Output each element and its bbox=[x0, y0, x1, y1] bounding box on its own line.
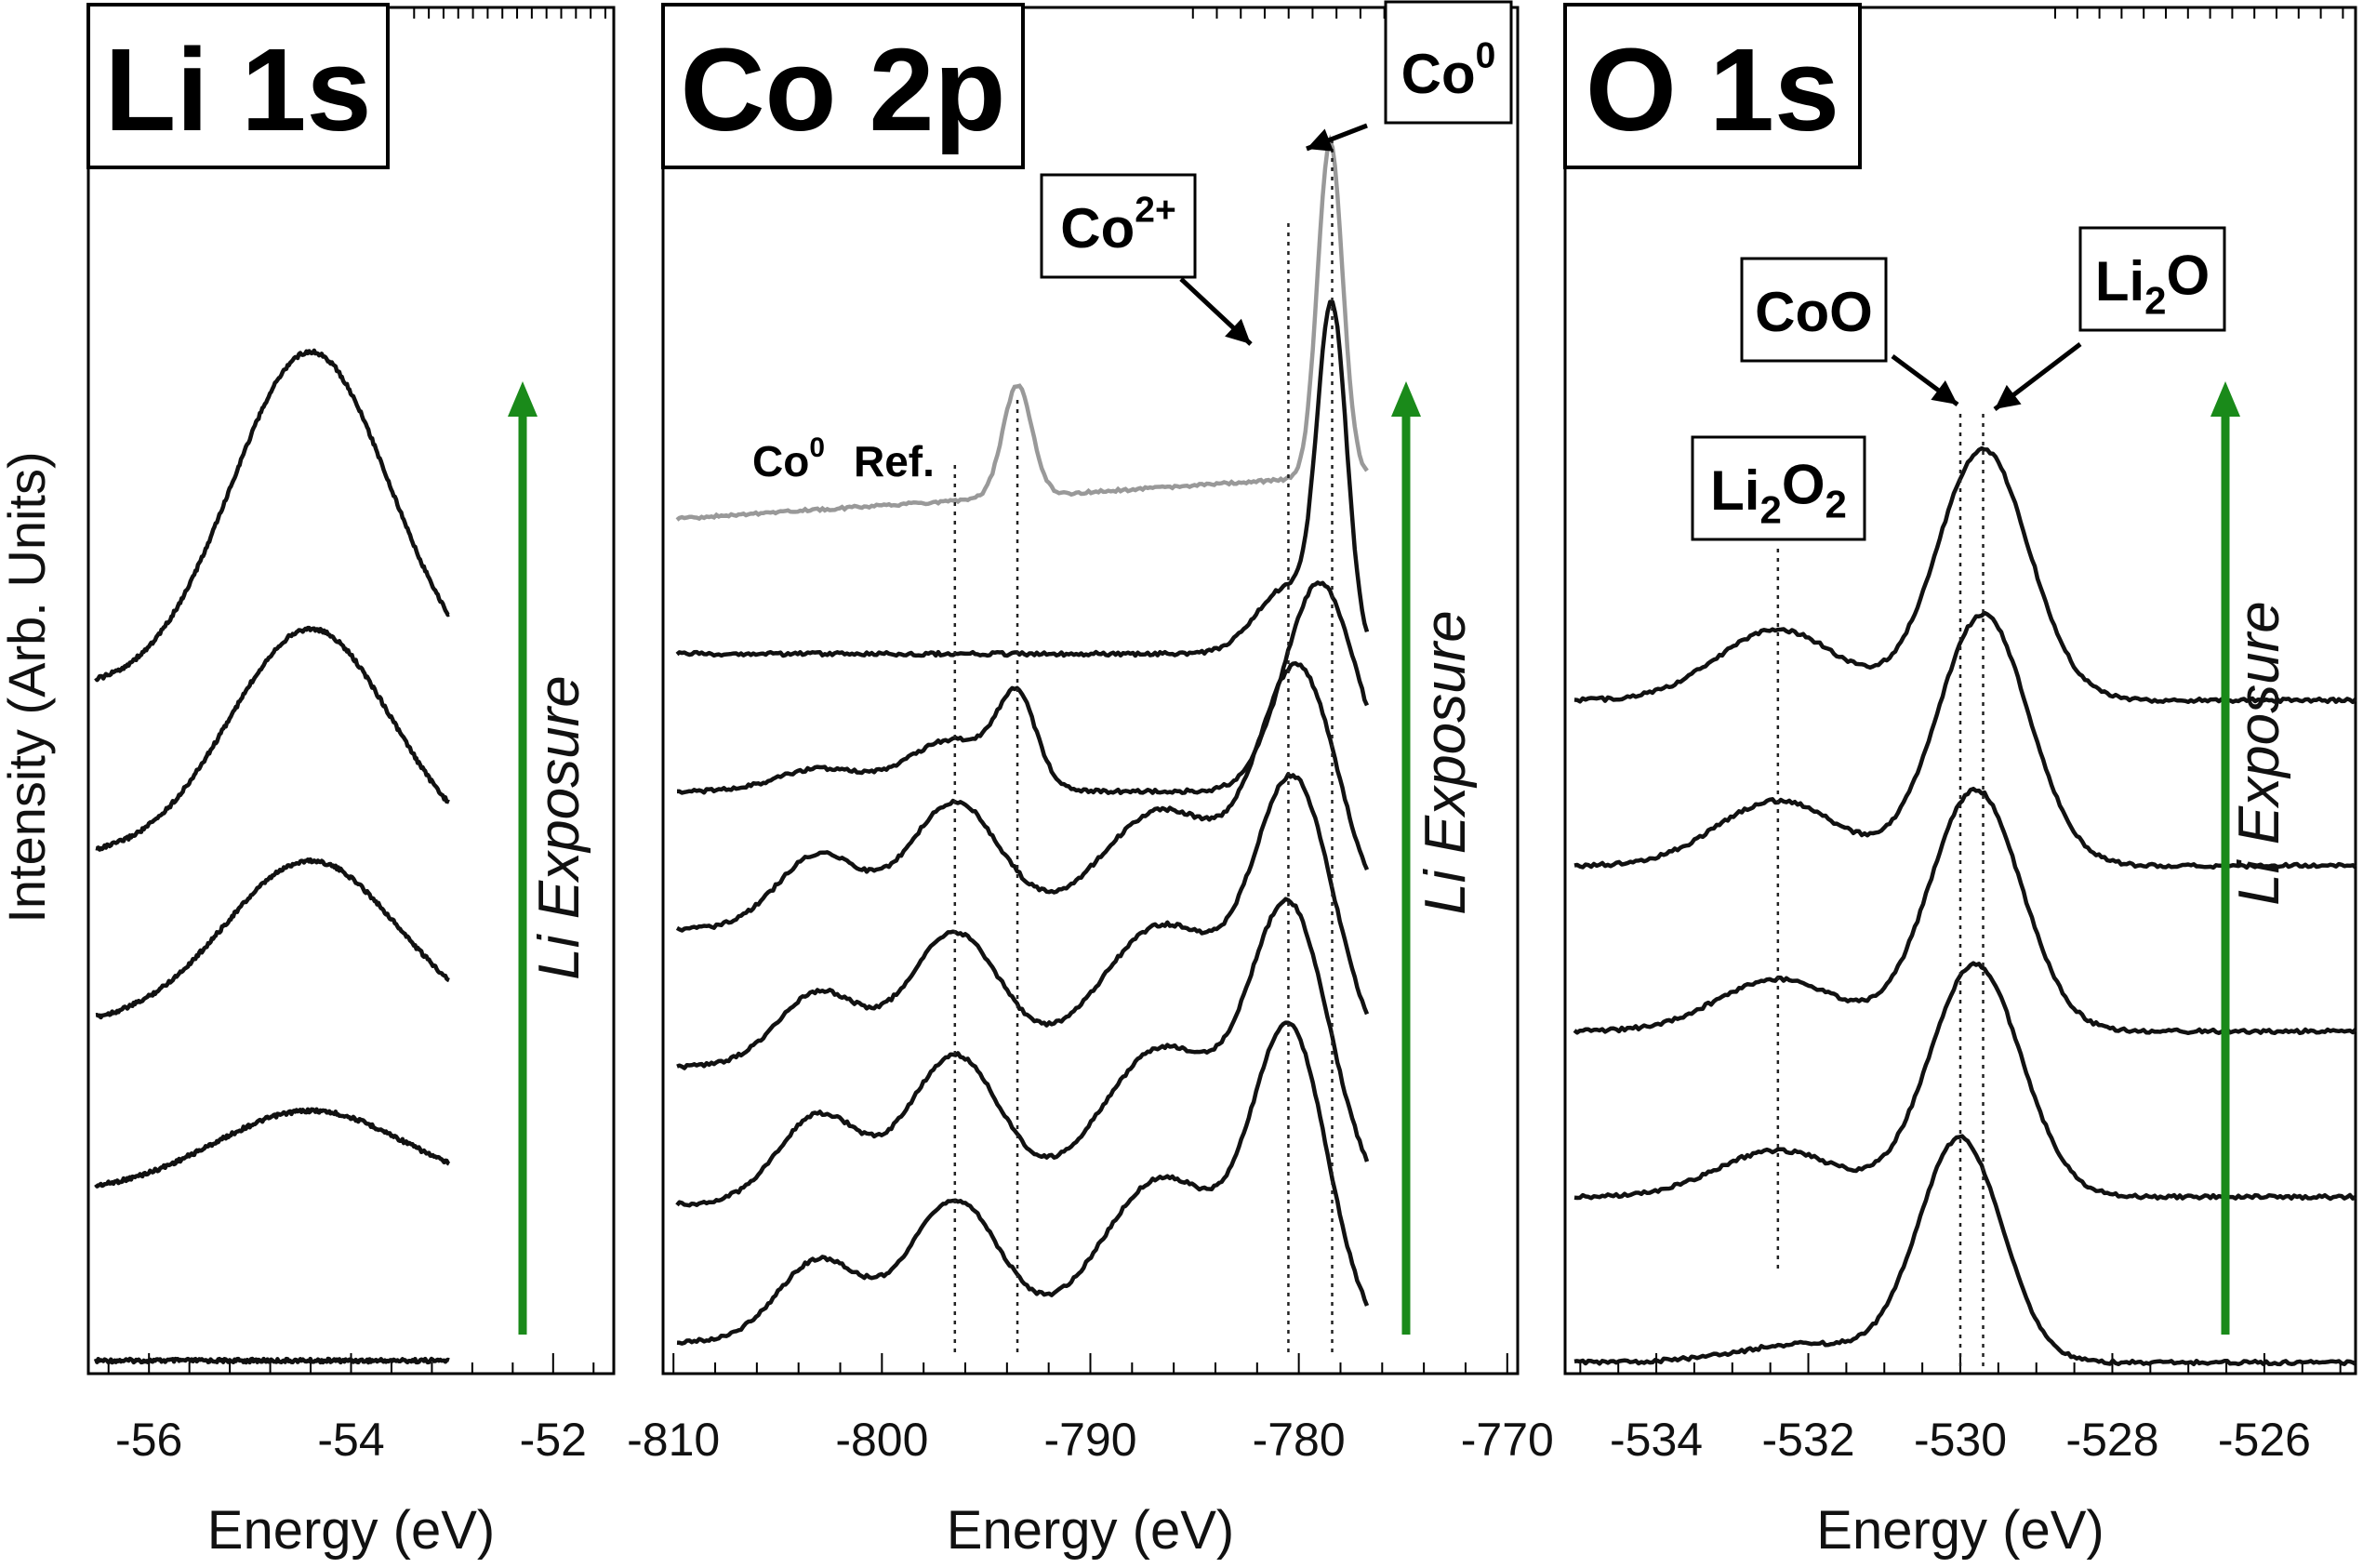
x-tick-label: -530 bbox=[1914, 1414, 2007, 1466]
x-tick-label: -526 bbox=[2218, 1414, 2311, 1466]
x-tick-label: -56 bbox=[115, 1414, 182, 1466]
spectrum-curve bbox=[676, 1020, 1370, 1346]
spectrum-curve bbox=[94, 1107, 451, 1189]
x-tick-label: -528 bbox=[2065, 1414, 2158, 1466]
exposure-arrow-label: Li Exposure bbox=[1414, 610, 1478, 914]
x-tick-label: -810 bbox=[627, 1414, 720, 1466]
callout-box bbox=[1740, 257, 1888, 363]
x-tick-label: -52 bbox=[520, 1414, 587, 1466]
spectrum-curve bbox=[1573, 1134, 2357, 1367]
callout-label: CoO bbox=[1755, 281, 1873, 343]
panel-title-box bbox=[661, 3, 1025, 169]
panel-title: Li 1s bbox=[104, 24, 371, 155]
x-tick-label: -780 bbox=[1253, 1414, 1346, 1466]
callout-arrowhead bbox=[1225, 318, 1251, 344]
x-tick-label: -770 bbox=[1461, 1414, 1554, 1466]
callout-box bbox=[2078, 226, 2226, 332]
spectrum-curve bbox=[675, 660, 1370, 933]
panel-co-2p: -810 -800 -790 -780 -770 Energy (eV) Co 2p Co0 R… bbox=[627, 0, 1554, 1561]
y-axis-label: Intensity (Arb. Units) bbox=[0, 451, 56, 923]
x-axis-label: Energy (eV) bbox=[947, 1500, 1234, 1561]
spectrum-curve bbox=[94, 348, 450, 683]
reference-curve bbox=[675, 134, 1369, 522]
exposure-arrow-head bbox=[508, 381, 538, 417]
panel-title-box bbox=[86, 3, 390, 169]
exposure-arrow-label: Li Exposure bbox=[2227, 601, 2291, 905]
callout-box bbox=[1384, 0, 1513, 125]
panel-title-box bbox=[1563, 3, 1862, 169]
reference-label-suffix: Ref. bbox=[854, 437, 935, 485]
x-tick-label: -800 bbox=[835, 1414, 928, 1466]
exposure-arrow-label: Li Exposure bbox=[527, 675, 591, 979]
spectrum-curve bbox=[95, 857, 450, 1020]
callout-label: Co2+ bbox=[1060, 191, 1175, 259]
exposure-arrow-head bbox=[1391, 381, 1421, 417]
callout-box bbox=[1691, 435, 1866, 541]
callout-arrowhead bbox=[1995, 384, 2022, 409]
exposure-arrow-head bbox=[2210, 381, 2240, 417]
x-tick-label: -54 bbox=[317, 1414, 384, 1466]
spectrum-curve bbox=[675, 897, 1370, 1208]
callout-arrowhead bbox=[1931, 380, 1958, 405]
panel-title: O 1s bbox=[1586, 24, 1839, 155]
callout-label: Co0 bbox=[1401, 36, 1496, 105]
spectrum-curve bbox=[93, 1356, 450, 1365]
spectrum-curve bbox=[1573, 961, 2357, 1202]
panel-li-1s: -56 -54 -52 Energy (eV) Li 1s Li Exposure bbox=[86, 3, 616, 1561]
x-axis-label: Energy (eV) bbox=[1816, 1500, 2104, 1561]
spectrum-curve bbox=[677, 580, 1370, 796]
callout-arrowhead bbox=[1307, 128, 1334, 152]
x-tick-label: -532 bbox=[1761, 1414, 1854, 1466]
spectrum-curve bbox=[676, 772, 1370, 1070]
x-tick-label: -790 bbox=[1043, 1414, 1136, 1466]
callout-label: Li2O bbox=[2095, 245, 2210, 323]
callout-label: Li2O2 bbox=[1710, 454, 1847, 532]
spectrum-curve bbox=[95, 625, 450, 852]
x-tick-label: -534 bbox=[1610, 1414, 1703, 1466]
callout-box bbox=[1040, 173, 1197, 279]
reference-label: Co0 bbox=[752, 432, 825, 485]
spectrum-curve bbox=[675, 299, 1370, 658]
x-axis-label: Energy (eV) bbox=[207, 1500, 495, 1561]
panel-title: Co 2p bbox=[680, 24, 1005, 155]
